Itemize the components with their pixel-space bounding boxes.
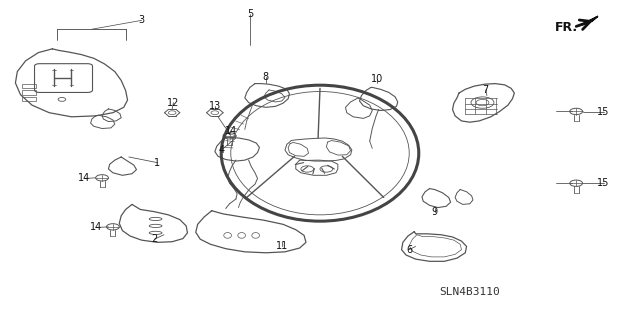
Text: 2: 2	[151, 234, 157, 244]
Text: 5: 5	[247, 9, 253, 19]
Polygon shape	[579, 16, 598, 26]
Text: 10: 10	[371, 74, 383, 84]
Text: 14: 14	[90, 222, 102, 233]
Text: FR.: FR.	[554, 21, 578, 34]
Text: 15: 15	[597, 107, 610, 117]
Text: 8: 8	[263, 72, 269, 82]
Bar	[22, 84, 36, 88]
Text: 14: 14	[78, 174, 90, 183]
Text: 12: 12	[167, 98, 180, 108]
Bar	[22, 97, 36, 101]
Text: SLN4B3110: SLN4B3110	[440, 287, 500, 297]
Text: 4: 4	[218, 145, 224, 155]
Bar	[22, 90, 36, 95]
Text: 14: 14	[225, 126, 237, 136]
Text: 6: 6	[406, 245, 412, 255]
Text: 9: 9	[431, 207, 438, 217]
Text: 3: 3	[138, 15, 145, 26]
Text: 15: 15	[597, 178, 610, 188]
Text: 7: 7	[483, 85, 489, 95]
Text: 1: 1	[154, 158, 161, 168]
Text: 13: 13	[209, 101, 221, 111]
Text: 11: 11	[276, 241, 288, 251]
